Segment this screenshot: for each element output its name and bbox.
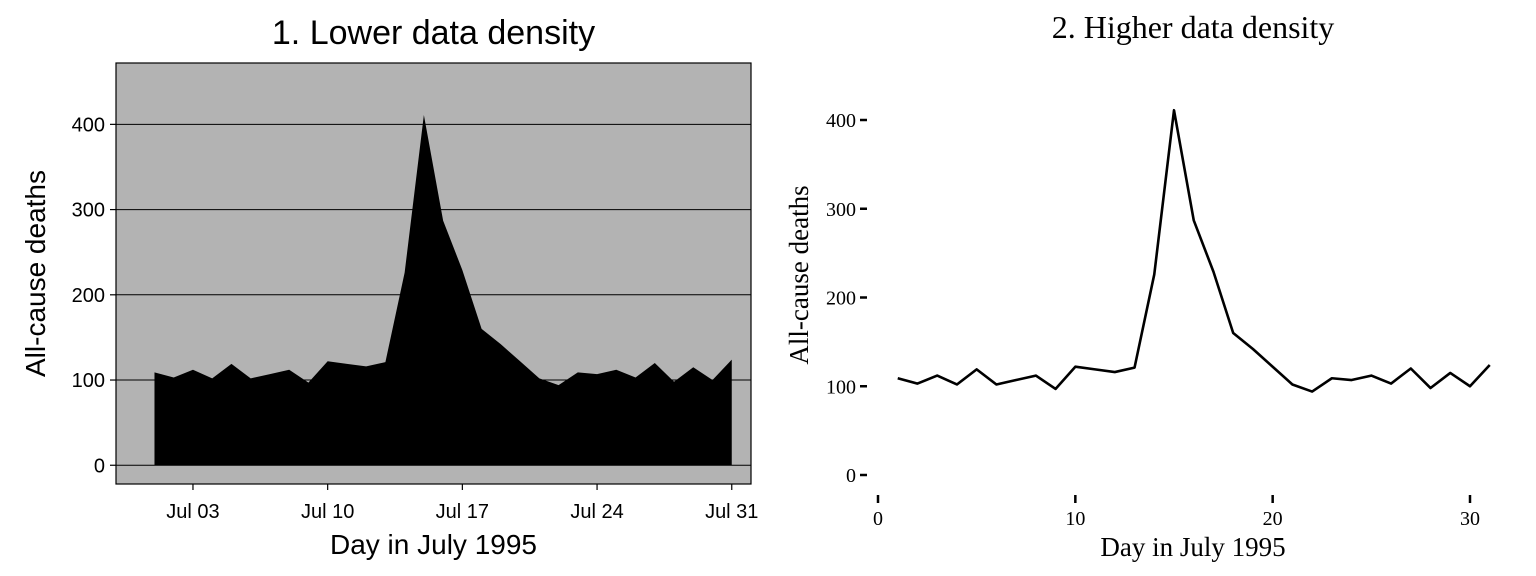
y-tick-label: 300	[826, 199, 856, 221]
y-axis: 0 100 200 300 400	[826, 110, 867, 487]
x-tick-label: 30	[1460, 508, 1480, 530]
y-tick-label: 0	[846, 465, 856, 487]
y-tick-label: 100	[72, 370, 105, 392]
y-tick-label: 200	[826, 288, 856, 310]
y-axis-label: All-cause deaths	[20, 170, 51, 377]
y-tick-label: 400	[72, 114, 105, 136]
x-axis-label: Day in July 1995	[330, 529, 537, 560]
chart-title: 1. Lower data density	[272, 14, 595, 52]
y-tick-label: 100	[826, 376, 856, 398]
x-axis: 0 10 20 30	[873, 495, 1480, 530]
deaths-area	[154, 114, 732, 466]
panel-higher-density: 0 100 200 300 400 0 10 20 30 2. Higher data den…	[784, 9, 1491, 562]
x-tick-label: Jul 03	[166, 501, 219, 523]
plot-border	[115, 62, 752, 485]
x-axis-label: Day in July 1995	[1100, 532, 1285, 562]
x-tick-label: Jul 10	[301, 501, 354, 523]
x-tick-label: 10	[1065, 508, 1085, 530]
y-axis: 0 100 200 300 400	[72, 114, 116, 477]
y-axis-label: All-cause deaths	[784, 185, 814, 364]
x-tick-label: 0	[873, 508, 883, 530]
y-tick-label: 0	[94, 455, 105, 477]
x-tick-label: Jul 31	[705, 501, 758, 523]
chart-title: 2. Higher data density	[1052, 9, 1335, 45]
x-tick-label: 20	[1263, 508, 1283, 530]
x-tick-label: Jul 17	[436, 501, 489, 523]
y-tick-label: 200	[72, 285, 105, 307]
deaths-line	[897, 108, 1491, 393]
x-tick-label: Jul 24	[570, 501, 623, 523]
x-axis: Jul 03 Jul 10 Jul 17 Jul 24 Jul 31	[166, 484, 758, 523]
y-tick-label: 400	[826, 110, 856, 132]
y-tick-label: 300	[72, 200, 105, 222]
